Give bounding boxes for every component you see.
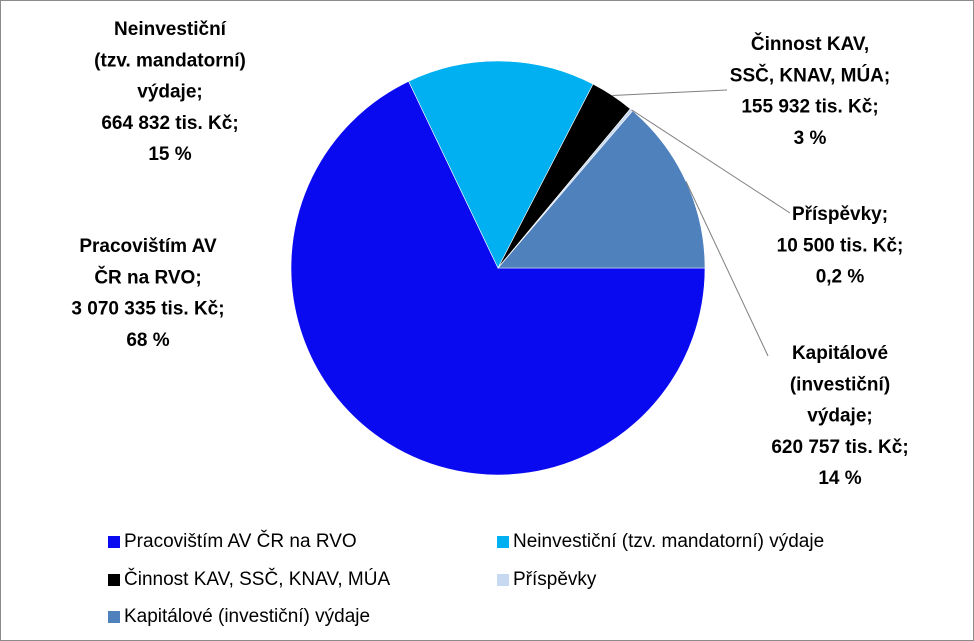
data-label: Neinvestiční [114,19,227,40]
data-label: 14 % [818,468,861,489]
data-label: SSČ, KNAV, MÚA; [730,64,890,86]
legend-label: Pracovištím AV ČR na RVO [124,530,357,552]
data-label: 155 932 tis. Kč; [741,97,878,118]
data-label: Příspěvky; [792,204,888,225]
data-label: výdaje; [807,406,872,427]
legend-label: Příspěvky [513,569,597,590]
data-label: 0,2 % [816,267,865,288]
legend-label: Kapitálové (investiční) výdaje [124,606,370,627]
data-label: Činnost KAV, [751,33,869,55]
data-label: Pracovištím AV [79,236,217,257]
leader-line [685,181,769,357]
data-label: 68 % [126,330,169,351]
legend-swatch [108,611,120,623]
data-label: výdaje; [137,82,202,103]
data-label: 620 757 tis. Kč; [771,437,908,458]
leader-line [631,109,791,214]
data-label: (investiční) [790,374,890,395]
legend-label: Činnost KAV, SSČ, KNAV, MÚA [124,568,390,590]
leader-line [612,89,728,96]
data-label: 3 070 335 tis. Kč; [71,299,224,320]
data-label: Kapitálové [792,343,888,364]
data-label: 3 % [794,128,827,149]
legend-swatch [108,536,120,548]
data-label: ČR na RVO; [94,266,201,288]
pie-slice [290,80,706,476]
legend-swatch [108,574,120,586]
legend-swatch [497,574,509,586]
data-label: (tzv. mandatorní) [94,50,246,71]
data-label: 664 832 tis. Kč; [101,113,238,134]
data-label: 15 % [148,144,191,165]
legend-swatch [497,536,509,548]
legend-label: Neinvestiční (tzv. mandatorní) výdaje [513,531,824,552]
pie-slice [497,110,706,269]
pie-slice [408,60,594,269]
data-label: 10 500 tis. Kč; [777,235,904,256]
